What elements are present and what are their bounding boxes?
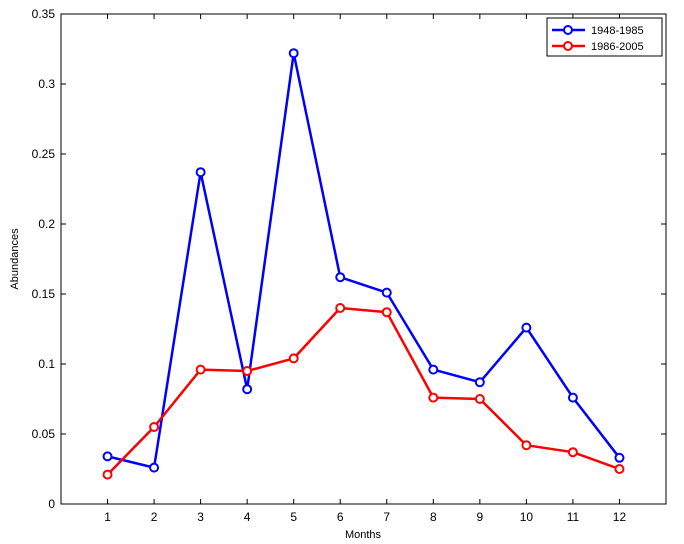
data-point <box>474 377 485 388</box>
series-layer <box>102 48 625 480</box>
legend: 1948-1985 1986-2005 <box>546 17 663 57</box>
x-tick-label: 12 <box>613 510 627 524</box>
data-point <box>242 366 253 376</box>
x-tick-label: 6 <box>337 510 344 524</box>
data-point <box>381 287 392 298</box>
x-tick-label: 7 <box>383 510 390 524</box>
y-axis-label: Abundances <box>9 228 21 290</box>
data-point <box>195 167 206 178</box>
data-point <box>521 440 532 451</box>
y-tick-label: 0.35 <box>32 7 56 21</box>
data-point <box>567 447 578 458</box>
data-point <box>149 422 160 432</box>
y-tick-label: 0.3 <box>38 77 55 91</box>
series-line <box>106 306 620 476</box>
x-tick-label: 8 <box>430 510 437 524</box>
data-point <box>102 451 113 462</box>
data-point <box>474 394 485 404</box>
data-point <box>381 307 392 318</box>
data-point <box>242 384 253 395</box>
y-tick-label: 0.25 <box>32 147 56 161</box>
data-point <box>521 322 532 333</box>
y-tick-label: 0 <box>48 497 55 511</box>
data-point <box>335 272 346 283</box>
x-tick-label: 5 <box>290 510 297 524</box>
data-point <box>149 462 160 473</box>
x-tick-label: 9 <box>477 510 484 524</box>
data-point <box>428 364 439 375</box>
axis-ticks: 00.050.10.150.20.250.30.351 2 3 4 5 6 7 8 9 10 11 1… <box>32 7 666 524</box>
y-tick-label: 0.2 <box>38 217 55 231</box>
data-point <box>614 452 625 463</box>
data-point <box>428 392 439 403</box>
y-tick-label: 0.1 <box>38 357 55 371</box>
x-axis-label: Months <box>345 529 382 541</box>
series-line <box>107 51 621 469</box>
x-tick-label: 4 <box>244 510 251 524</box>
legend-marker <box>563 25 573 35</box>
legend-marker <box>563 41 573 51</box>
x-tick-label: 11 <box>567 510 580 524</box>
data-point <box>288 353 299 364</box>
data-point <box>614 464 625 474</box>
x-tick-label: 10 <box>520 510 534 524</box>
data-point <box>102 469 113 480</box>
x-tick-label: 2 <box>151 510 158 524</box>
x-tick-label: 1 <box>104 510 111 524</box>
data-point <box>335 303 346 313</box>
x-tick-label: 3 <box>197 510 204 524</box>
legend-label: 1948-1985 <box>591 25 644 37</box>
y-tick-label: 0.15 <box>32 287 56 301</box>
y-tick-label: 0.05 <box>32 427 56 441</box>
data-point <box>195 364 206 375</box>
legend-label: 1986-2005 <box>591 41 644 53</box>
data-point <box>567 392 578 403</box>
data-point <box>288 48 299 59</box>
